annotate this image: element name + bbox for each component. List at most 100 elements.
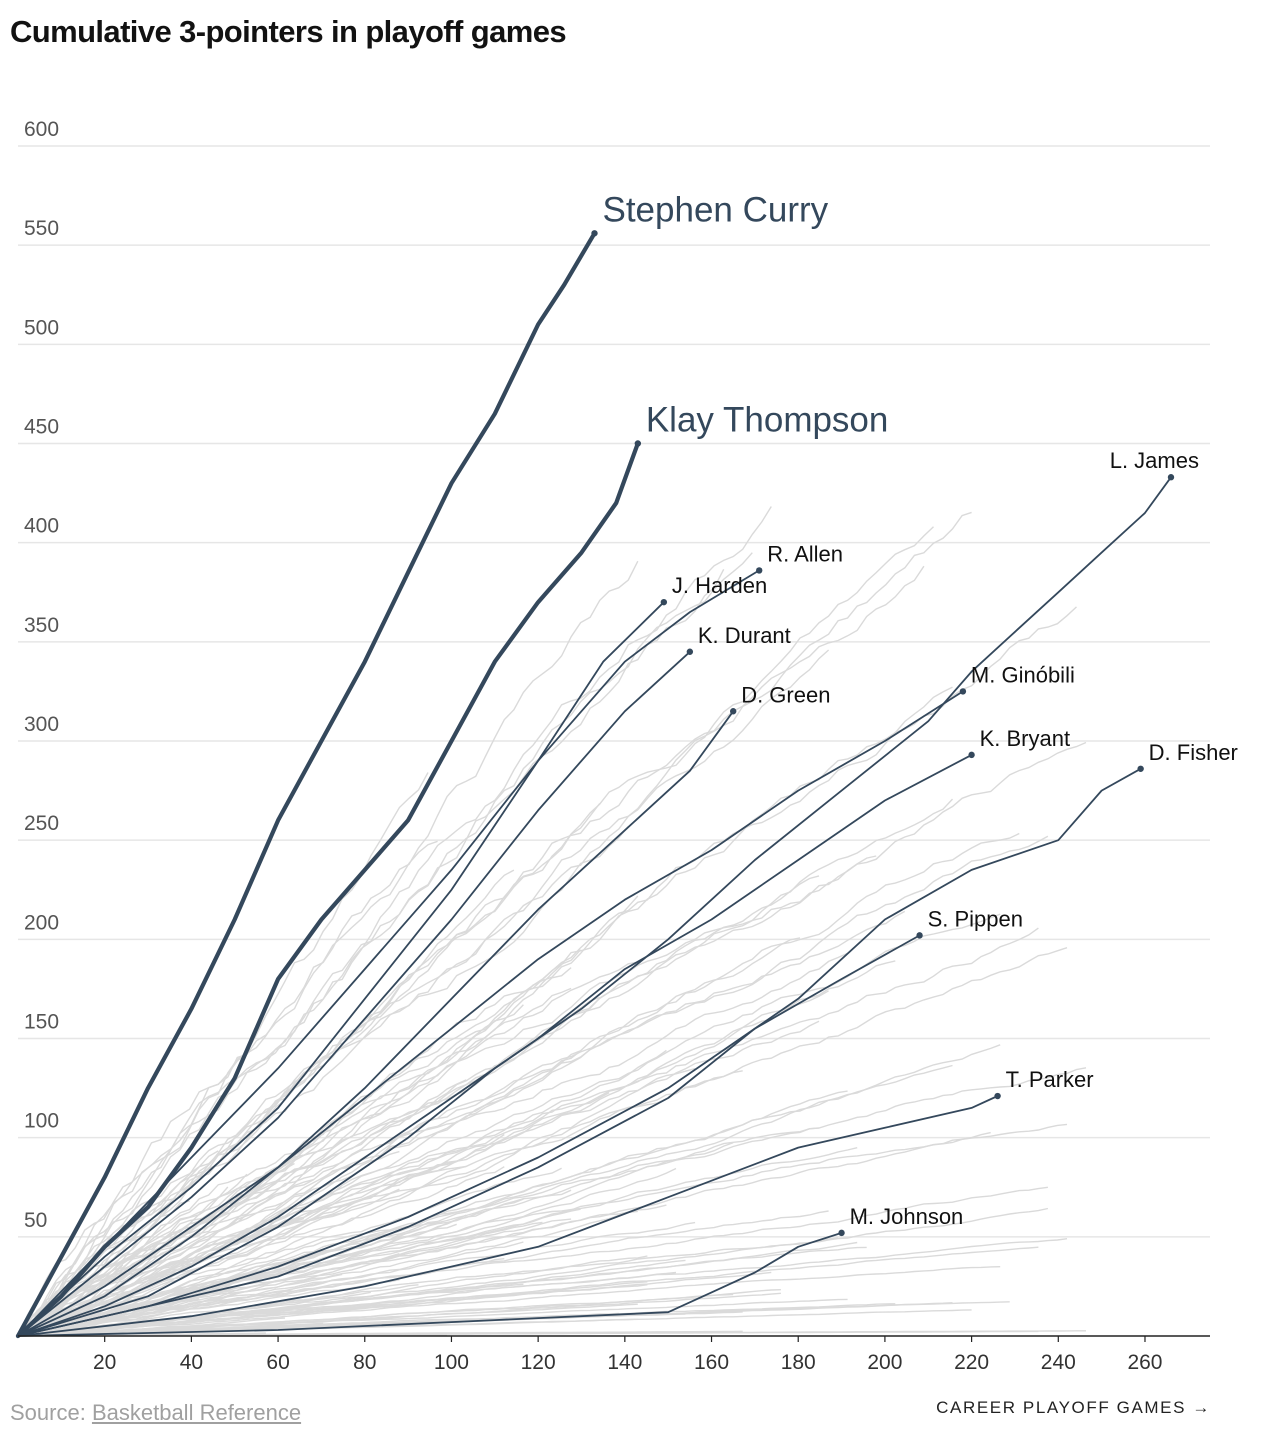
background-player-line bbox=[17, 552, 753, 1337]
series-endpoint bbox=[686, 648, 694, 655]
x-axis-label: CAREER PLAYOFF GAMES bbox=[936, 1398, 1187, 1417]
x-axis: 20 40 60 80 100 120 140 160 180 200 220 240 260 bbox=[18, 1335, 1210, 1374]
background-player-line bbox=[17, 1142, 734, 1337]
series-label: J. Harden bbox=[672, 573, 767, 598]
background-player-line bbox=[17, 1221, 543, 1337]
source-link[interactable]: Basketball Reference bbox=[91, 1400, 302, 1425]
y-tick-label: 200 bbox=[24, 911, 59, 934]
series-line bbox=[17, 650, 691, 1337]
series-label: S. Pippen bbox=[928, 906, 1023, 931]
series-line bbox=[17, 754, 973, 1337]
background-player-line bbox=[17, 1044, 1001, 1337]
y-tick-label: 350 bbox=[24, 614, 59, 637]
grid-lines bbox=[18, 145, 1210, 1238]
x-tick-label: 260 bbox=[1127, 1351, 1162, 1374]
background-player-line bbox=[17, 1173, 248, 1337]
series-label: Stephen Curry bbox=[602, 190, 828, 229]
background-player-line bbox=[17, 952, 848, 1337]
series-label: K. Bryant bbox=[980, 726, 1070, 751]
background-player-line bbox=[17, 1131, 991, 1337]
series-line bbox=[17, 767, 1142, 1337]
y-tick-label: 100 bbox=[24, 1110, 59, 1133]
x-axis-title: CAREER PLAYOFF GAMES → bbox=[936, 1398, 1211, 1418]
series-line bbox=[17, 710, 735, 1337]
x-tick-label: 220 bbox=[954, 1351, 989, 1374]
background-player-line bbox=[17, 825, 629, 1337]
x-tick-label: 180 bbox=[781, 1351, 816, 1374]
series-endpoint bbox=[660, 598, 668, 606]
background-player-line bbox=[17, 686, 953, 1337]
series-label: M. Ginóbili bbox=[971, 662, 1075, 687]
background-player-line bbox=[17, 1020, 820, 1337]
background-player-line bbox=[17, 996, 600, 1337]
source-note: Source: Basketball Reference bbox=[10, 1400, 301, 1426]
background-player-line bbox=[17, 1049, 667, 1337]
x-tick-label: 140 bbox=[607, 1351, 642, 1374]
series-endpoint bbox=[730, 708, 737, 715]
series-endpoint bbox=[591, 230, 598, 237]
right-arrow-icon: → bbox=[1192, 1398, 1211, 1417]
background-player-line bbox=[17, 560, 639, 1337]
y-tick-label: 450 bbox=[24, 416, 59, 439]
series-endpoint bbox=[1167, 474, 1175, 481]
background-player-line bbox=[17, 506, 772, 1337]
y-tick-label: 50 bbox=[24, 1209, 47, 1232]
background-player-line bbox=[17, 526, 934, 1337]
source-prefix: Source: bbox=[10, 1400, 86, 1425]
y-tick-label: 600 bbox=[24, 118, 59, 141]
series-line bbox=[17, 1232, 843, 1337]
background-player-line bbox=[17, 835, 1049, 1337]
background-player-line bbox=[17, 1258, 505, 1337]
background-player-line bbox=[17, 1313, 686, 1337]
y-tick-label: 500 bbox=[24, 316, 59, 339]
series-label: Klay Thompson bbox=[646, 401, 889, 440]
background-player-line bbox=[17, 961, 638, 1337]
background-player-line bbox=[17, 949, 582, 1337]
series-line bbox=[17, 569, 761, 1337]
x-tick-label: 160 bbox=[694, 1351, 729, 1374]
highlighted-player-lines: Stephen Curry Klay Thompson L. James R. All… bbox=[15, 190, 1238, 1339]
x-tick-label: 200 bbox=[867, 1351, 902, 1374]
series-label: K. Durant bbox=[698, 623, 791, 648]
x-tick-label: 80 bbox=[353, 1351, 376, 1374]
background-player-line bbox=[17, 511, 972, 1337]
background-player-line bbox=[17, 1079, 467, 1337]
x-tick-label: 40 bbox=[180, 1351, 203, 1374]
background-player-line bbox=[17, 1271, 772, 1337]
series-line bbox=[15, 441, 640, 1339]
series-endpoint bbox=[756, 567, 763, 574]
x-tick-label: 240 bbox=[1041, 1351, 1076, 1374]
background-player-line bbox=[17, 1246, 1039, 1337]
chart-title: Cumulative 3-pointers in playoff games bbox=[10, 14, 567, 49]
y-tick-label: 150 bbox=[24, 1011, 59, 1034]
series-endpoint bbox=[634, 440, 642, 447]
background-player-lines bbox=[17, 506, 1087, 1337]
x-tick-label: 60 bbox=[266, 1351, 289, 1374]
background-player-line bbox=[17, 990, 829, 1337]
series-line bbox=[17, 1095, 999, 1337]
y-tick-label: 250 bbox=[24, 812, 59, 835]
background-player-line bbox=[17, 1059, 324, 1337]
series-endpoint bbox=[1137, 765, 1144, 772]
x-tick-label: 100 bbox=[434, 1351, 469, 1374]
background-player-line bbox=[17, 1123, 1068, 1337]
series-label: D. Green bbox=[741, 682, 830, 707]
background-player-line bbox=[17, 568, 725, 1337]
x-tick-label: 20 bbox=[93, 1351, 116, 1374]
series-line bbox=[17, 690, 964, 1337]
background-player-line bbox=[17, 1221, 696, 1337]
series-line bbox=[17, 601, 665, 1337]
series-label: M. Johnson bbox=[850, 1204, 964, 1229]
y-tick-label: 550 bbox=[24, 217, 59, 240]
series-endpoint bbox=[959, 688, 967, 695]
series-label: D. Fisher bbox=[1149, 740, 1238, 765]
x-tick-label: 120 bbox=[521, 1351, 556, 1374]
background-player-line bbox=[17, 910, 906, 1337]
y-tick-label: 400 bbox=[24, 515, 59, 538]
series-endpoint bbox=[968, 751, 975, 759]
series-endpoint bbox=[838, 1229, 845, 1237]
y-tick-label: 300 bbox=[24, 713, 59, 736]
series-line bbox=[17, 476, 1172, 1337]
series-endpoint bbox=[994, 1092, 1001, 1100]
